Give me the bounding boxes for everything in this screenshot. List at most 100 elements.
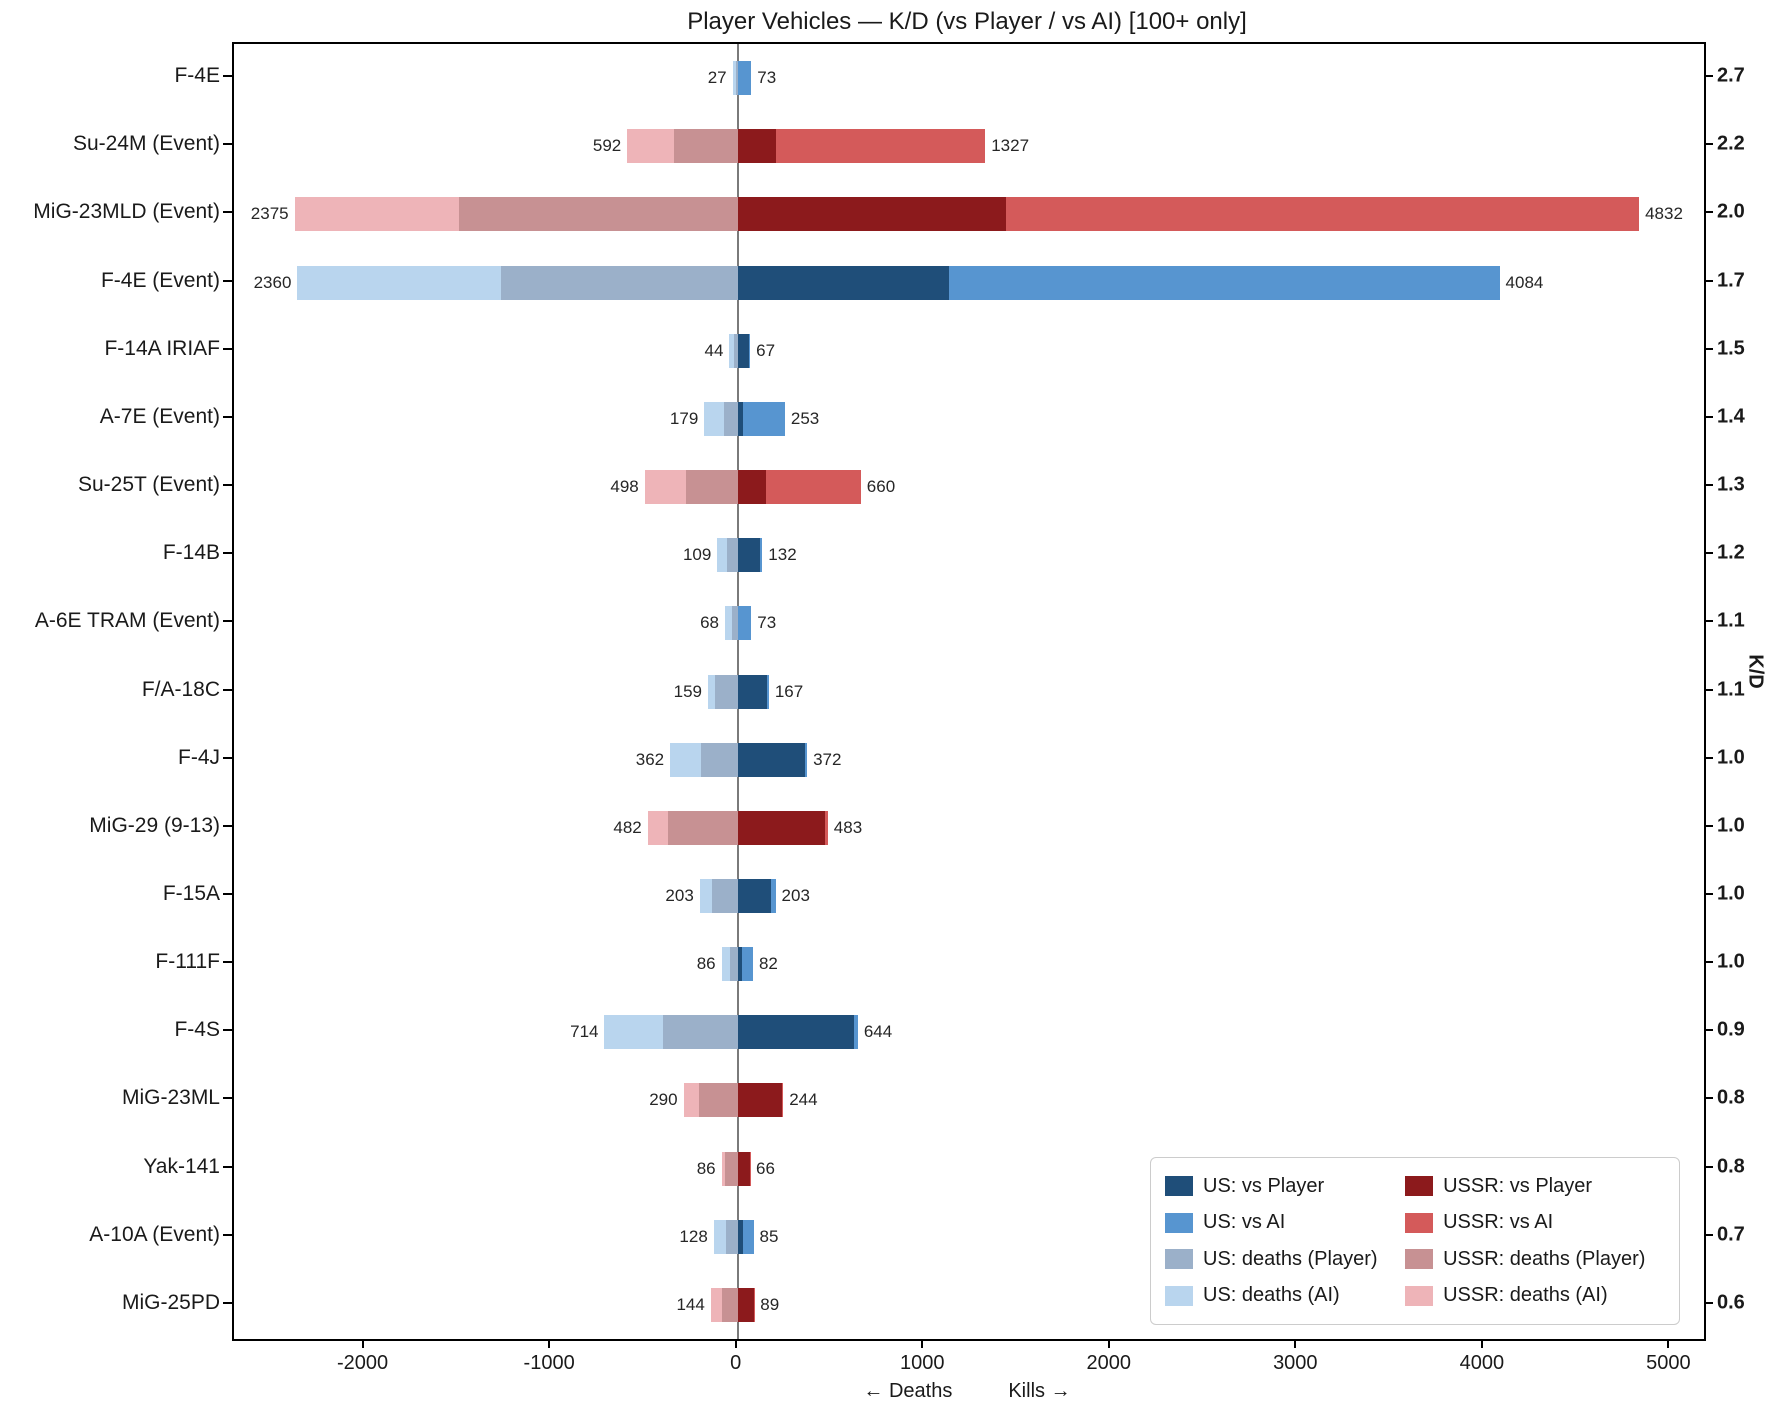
legend-item: USSR: deaths (Player) (1405, 1241, 1665, 1278)
y2-axis-tick-mark (1704, 75, 1713, 78)
bar-segment-kills-vs-player (737, 1083, 783, 1118)
bar-segment-kills-vs-ai (753, 1287, 755, 1322)
bar-segment-kills-vs-player (737, 742, 805, 777)
deaths-total-label: 498 (610, 477, 639, 497)
bar-segment-kills-vs-player (737, 265, 950, 300)
bar-segment-deaths-player (724, 401, 738, 436)
x-tick-label: 4000 (1459, 1352, 1505, 1374)
x-axis-label-kills: Kills → (1008, 1380, 1071, 1402)
y-tick-label-vehicle: F-4S (174, 1018, 220, 1042)
y-axis-tick-mark (223, 75, 232, 78)
bar-segment-kills-vs-ai (804, 742, 808, 777)
deaths-total-label: 27 (707, 68, 727, 88)
y-axis-tick-mark (223, 1233, 232, 1236)
y-tick-label-vehicle: A-6E TRAM (Event) (34, 609, 220, 633)
bar-segment-deaths-player (668, 810, 738, 845)
deaths-total-label: 68 (700, 613, 719, 633)
y-tick-label-vehicle: A-10A (Event) (89, 1222, 220, 1246)
y-tick-label-vehicle: F-4E (Event) (100, 268, 220, 292)
deaths-total-label: 714 (570, 1022, 599, 1042)
deaths-total-label: 144 (676, 1294, 705, 1314)
kills-total-label: 73 (757, 68, 777, 88)
bar-segment-deaths-player (725, 1151, 738, 1186)
legend-item: US: deaths (AI) (1165, 1278, 1397, 1315)
kd-tick-label: 2.7 (1717, 64, 1745, 87)
kd-tick-label: 0.8 (1717, 1086, 1745, 1109)
bar-segment-kills-vs-player (737, 333, 750, 368)
y-axis-tick-mark (223, 620, 232, 623)
bar-segment-deaths-ai (294, 197, 460, 232)
bar-segment-deaths-ai (644, 470, 687, 505)
bar-segment-kills-vs-ai (741, 947, 753, 982)
bar-segment-kills-vs-ai (853, 1015, 858, 1050)
y-tick-label-vehicle: F-14A IRIAF (104, 336, 220, 360)
y2-axis-label: K/D (1744, 654, 1767, 689)
bar-segment-kills-vs-player (737, 197, 1007, 232)
y2-axis-tick-mark (1704, 756, 1713, 759)
bar-segment-deaths-ai (627, 129, 675, 164)
y-axis-tick-mark (223, 961, 232, 964)
bar-segment-deaths-player (732, 606, 738, 641)
y2-axis-tick-mark (1704, 892, 1713, 895)
deaths-total-label: 2375 (250, 204, 289, 224)
bar-segment-deaths-ai (699, 878, 712, 913)
bar-segment-deaths-player (722, 1287, 738, 1322)
bar-segment-kills-vs-ai (738, 606, 752, 641)
kd-tick-label: 1.0 (1717, 950, 1745, 973)
y-axis-tick-mark (223, 688, 232, 691)
kd-tick-label: 1.0 (1717, 814, 1745, 837)
y-tick-label-vehicle: F-4J (178, 745, 220, 769)
y-axis-tick-mark (223, 211, 232, 214)
y2-axis-tick-mark (1704, 552, 1713, 555)
y-tick-label-vehicle: A-7E (Event) (99, 404, 220, 428)
y2-axis-tick-mark (1704, 1097, 1713, 1100)
legend-item: USSR: vs Player (1405, 1168, 1665, 1205)
y-axis-tick-mark (223, 143, 232, 146)
legend-swatch-icon (1405, 1249, 1434, 1270)
bar-segment-deaths-ai (683, 1083, 699, 1118)
bar-segment-kills-vs-player (737, 606, 739, 641)
legend-label: US: vs AI (1203, 1211, 1286, 1234)
y2-axis-tick-mark (1704, 961, 1713, 964)
y-axis-tick-mark (223, 1097, 232, 1100)
bar-segment-kills-vs-player (737, 1287, 754, 1322)
legend-label: USSR: vs Player (1443, 1174, 1593, 1197)
y2-axis-tick-mark (1704, 1029, 1713, 1032)
bar-segment-kills-vs-ai (775, 129, 986, 164)
x-tick-label: 3000 (1273, 1352, 1318, 1374)
y-tick-label-vehicle: F-111F (155, 950, 220, 974)
legend-item: USSR: vs AI (1405, 1205, 1665, 1242)
y-tick-label-vehicle: MiG-25PD (121, 1290, 220, 1314)
y-axis-tick-mark (223, 347, 232, 350)
kd-tick-label: 1.0 (1717, 882, 1745, 905)
deaths-total-label: 179 (669, 408, 699, 428)
chart-title: Player Vehicles — K/D (vs Player / vs AI… (687, 8, 1247, 35)
bar-segment-deaths-ai (604, 1015, 664, 1050)
bar-segment-deaths-player (501, 265, 738, 300)
y2-axis-tick-mark (1704, 1233, 1713, 1236)
deaths-total-label: 86 (696, 1158, 716, 1178)
kills-total-label: 85 (759, 1226, 779, 1246)
y-tick-label-vehicle: Su-24M (Event) (72, 132, 220, 156)
y-axis-tick-mark (223, 1165, 232, 1168)
y-axis-tick-mark (223, 1301, 232, 1304)
x-axis-tick-mark (1294, 1339, 1297, 1348)
bar-segment-deaths-ai (729, 333, 734, 368)
x-axis-label-deaths: ← Deaths (863, 1380, 953, 1402)
kills-total-label: 644 (863, 1022, 893, 1042)
bar-segment-deaths-ai (713, 1219, 726, 1254)
x-axis-tick-mark (734, 1339, 737, 1348)
x-axis-tick-mark (361, 1339, 364, 1348)
legend-label: US: deaths (AI) (1203, 1284, 1340, 1307)
legend-swatch-icon (1165, 1176, 1193, 1197)
bar-segment-kills-vs-player (737, 810, 826, 845)
x-tick-label: 2000 (1086, 1352, 1132, 1374)
legend-item: US: vs Player (1165, 1168, 1397, 1205)
kd-tick-label: 0.9 (1717, 1018, 1745, 1041)
kills-total-label: 483 (833, 817, 863, 837)
kd-tick-label: 1.1 (1717, 609, 1745, 632)
kills-total-label: 167 (774, 681, 804, 701)
deaths-total-label: 86 (696, 954, 716, 974)
kills-total-label: 4832 (1645, 204, 1683, 224)
